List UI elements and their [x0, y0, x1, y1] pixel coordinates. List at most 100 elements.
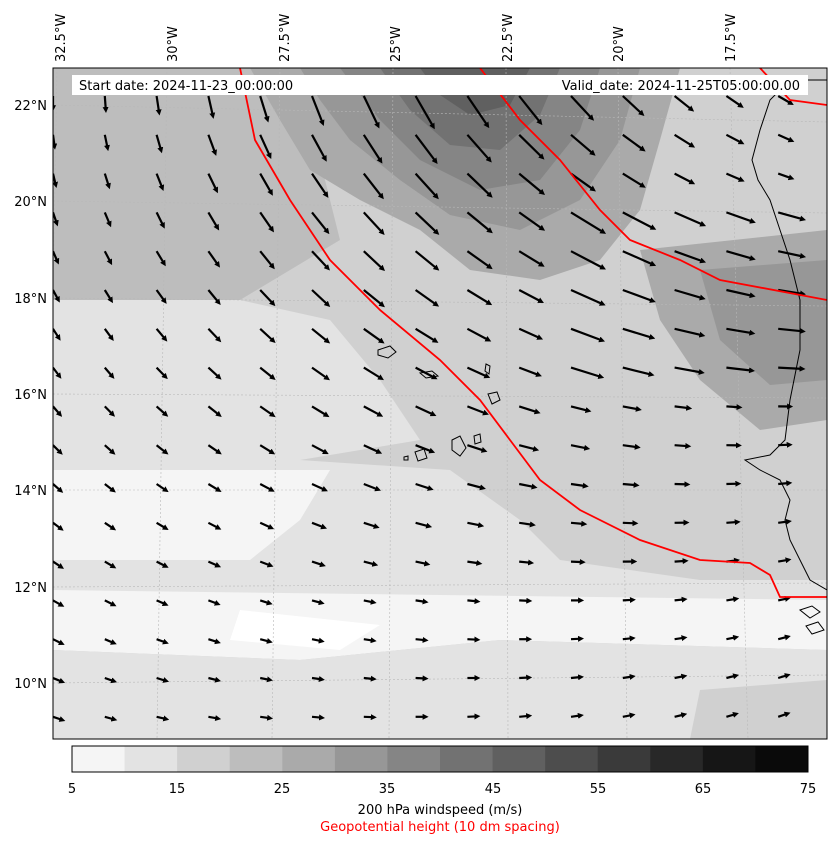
wind-arrow: [103, 211, 112, 228]
wind-arrow: [207, 328, 222, 343]
wind-arrow: [208, 599, 221, 606]
wind-arrow: [519, 521, 536, 528]
wind-arrow: [363, 366, 384, 381]
wind-arrow: [726, 404, 743, 411]
wind-arrow: [259, 250, 275, 270]
lon-label: 22.5°W: [501, 14, 516, 62]
wind-arrow: [570, 327, 606, 343]
colorbar-swatch: [702, 746, 756, 772]
wind-arrow: [53, 405, 63, 417]
wind-arrow: [415, 327, 439, 343]
wind-arrow: [259, 405, 276, 418]
wind-arrow: [362, 95, 380, 129]
map-frame: [52, 67, 828, 740]
lat-label: 20°N: [14, 195, 47, 210]
wind-arrow: [674, 596, 688, 603]
colorbar-swatch: [650, 746, 704, 772]
wind-arrow: [363, 637, 377, 644]
wind-arrow: [156, 676, 170, 683]
wind-arrow: [674, 404, 693, 411]
wind-arrow: [207, 521, 222, 530]
wind-arrow: [622, 133, 646, 152]
wind-arrow: [311, 250, 330, 271]
lon-label: 30°W: [166, 26, 181, 62]
wind-arrow: [570, 482, 589, 489]
wind-arrow: [726, 327, 756, 336]
wind-arrow: [466, 134, 492, 163]
wind-arrow: [53, 560, 65, 569]
wind-arrow: [415, 675, 429, 682]
wind-arrow: [518, 95, 543, 126]
wind-arrow: [207, 483, 222, 492]
wind-arrow: [467, 713, 481, 720]
wind-arrow: [414, 95, 435, 130]
wind-arrow: [777, 711, 791, 718]
wind-arrow: [155, 173, 165, 191]
wind-arrow: [53, 676, 66, 684]
wind-arrow: [518, 482, 538, 490]
wind-arrow: [622, 596, 636, 603]
wind-arrow: [778, 288, 806, 297]
wind-arrow: [622, 635, 636, 642]
wind-arrow: [726, 673, 740, 680]
wind-arrow: [777, 211, 806, 222]
wind-arrow: [53, 250, 60, 265]
wind-arrow: [570, 172, 596, 192]
wind-arrow: [622, 443, 641, 450]
wind-arrow: [362, 172, 384, 200]
colorbar-tick: 65: [695, 782, 712, 797]
colorbar-tick: 15: [169, 782, 186, 797]
wind-arrow: [104, 560, 117, 569]
wind-arrow: [53, 715, 66, 722]
wind-arrow: [311, 444, 329, 455]
wind-arrow: [53, 638, 65, 645]
wind-arrow: [207, 560, 222, 568]
wind-arrow: [207, 211, 220, 231]
windspeed-shading: [53, 68, 827, 739]
wind-arrow: [570, 133, 596, 156]
wind-arrow: [155, 211, 165, 229]
wind-arrow: [311, 637, 325, 644]
wind-arrow: [778, 518, 792, 525]
wind-arrow: [467, 482, 486, 491]
wind-arrow: [310, 95, 325, 126]
wind-arrow: [570, 712, 584, 719]
wind-arrow: [726, 596, 740, 603]
wind-arrow: [777, 95, 794, 105]
wind-arrow: [103, 173, 111, 190]
wind-arrow: [726, 211, 756, 224]
colorbar-tick: 55: [590, 782, 607, 797]
wind-arrow: [207, 289, 221, 306]
wind-arrow: [311, 134, 327, 162]
colorbar-swatch: [229, 746, 283, 772]
wind-arrow: [311, 560, 326, 568]
colorbar-swatch: [334, 746, 388, 772]
wind-arrow: [725, 172, 745, 182]
wind-arrow: [104, 444, 116, 455]
wind-arrow: [259, 366, 276, 380]
wind-arrow: [155, 444, 169, 455]
wind-arrow: [362, 134, 383, 164]
wind-arrow: [622, 172, 646, 188]
wind-arrow: [156, 638, 169, 645]
wind-arrow: [155, 250, 166, 267]
wind-arrow: [311, 714, 325, 721]
wind-arrow: [674, 327, 706, 338]
wind-arrow: [104, 676, 118, 684]
wind-arrow: [518, 366, 542, 377]
wind-vectors: [53, 95, 807, 722]
lon-label: 17.5°W: [724, 14, 739, 62]
lat-label: 18°N: [14, 292, 47, 307]
wind-arrow: [103, 250, 113, 266]
colorbar-swatch: [72, 746, 126, 772]
wind-arrow: [53, 483, 64, 493]
lat-label: 14°N: [14, 484, 47, 499]
colorbar-swatch: [282, 746, 336, 772]
wind-arrow: [103, 328, 114, 342]
wind-arrow: [674, 133, 696, 148]
wind-arrow: [725, 133, 745, 145]
wind-arrow: [104, 599, 117, 607]
wind-arrow: [53, 444, 63, 455]
wind-arrow: [519, 674, 533, 681]
wind-arrow: [259, 599, 273, 606]
